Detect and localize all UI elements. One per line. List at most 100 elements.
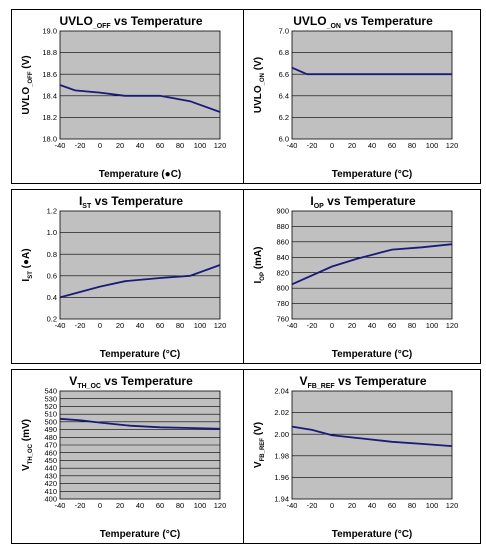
x-tick-label: 20 bbox=[116, 321, 124, 330]
y-tick-label: 1.98 bbox=[274, 451, 289, 460]
series-line bbox=[291, 66, 452, 76]
y-tick-label: 2.02 bbox=[274, 408, 289, 417]
chart-title: UVLO_ON vs Temperature bbox=[293, 14, 433, 30]
y-tick-label: 0.4 bbox=[47, 293, 57, 302]
chart-uvlo-off: UVLO_OFF vs Temperature 18.0 18.2 18.4 18.6 1… bbox=[11, 9, 249, 184]
y-tick-label: 0.2 bbox=[47, 315, 57, 324]
y-axis-label: VFB_REF (V) bbox=[253, 422, 266, 468]
chart-svg: IST vs Temperature 0.2 0.4 0.6 0.8 1.0 1.2 -40-… bbox=[21, 194, 227, 360]
x-tick-label: -40 bbox=[287, 321, 298, 330]
y-tick-label: 19.0 bbox=[42, 27, 57, 36]
x-tick-label: 20 bbox=[348, 501, 356, 510]
series-line bbox=[59, 264, 221, 299]
plot-area bbox=[59, 30, 221, 140]
y-tick-label: 6.4 bbox=[279, 91, 289, 100]
y-tick-label: 800 bbox=[276, 284, 289, 293]
series-line bbox=[291, 425, 453, 447]
x-tick-label: 120 bbox=[214, 501, 227, 510]
x-tick-label: 0 bbox=[330, 501, 334, 510]
x-tick-label: -40 bbox=[55, 501, 66, 510]
x-tick-label: 80 bbox=[408, 501, 416, 510]
x-tick-label: 40 bbox=[136, 141, 144, 150]
y-tick-label: 430 bbox=[44, 471, 57, 480]
y-tick-label: 520 bbox=[44, 402, 57, 411]
y-tick-label: 6.6 bbox=[279, 70, 289, 79]
plot-area bbox=[59, 210, 221, 320]
y-tick-label: 470 bbox=[44, 441, 57, 450]
chart-uvlo-on: UVLO_ON vs Temperature 6.0 6.2 6.4 6.6 6.8 7.0… bbox=[243, 9, 481, 184]
chart-svg: VFB_REF vs Temperature 1.94 1.96 1.98 2.00 2.… bbox=[253, 374, 459, 540]
y-axis-label: IOP (mA) bbox=[253, 246, 266, 283]
x-tick-label: 120 bbox=[214, 321, 227, 330]
chart-vfb-ref: VFB_REF vs Temperature 1.94 1.96 1.98 2.00 2.… bbox=[243, 369, 481, 544]
plot-area bbox=[291, 210, 453, 320]
x-axis-label: Temperature (°C) bbox=[332, 349, 413, 360]
y-tick-label: 2.00 bbox=[274, 430, 289, 439]
y-tick-label: 780 bbox=[276, 299, 289, 308]
x-tick-label: 40 bbox=[136, 321, 144, 330]
y-axis-label: VTH_OC (mV) bbox=[21, 419, 34, 471]
x-axis-label: Temperature (●C) bbox=[99, 169, 182, 180]
x-tick-label: -20 bbox=[75, 501, 86, 510]
chart-title: VFB_REF vs Temperature bbox=[299, 374, 426, 390]
x-tick-label: 120 bbox=[446, 501, 459, 510]
y-tick-label: 18.0 bbox=[42, 135, 57, 144]
x-tick-label: 60 bbox=[388, 501, 396, 510]
x-tick-label: 0 bbox=[98, 141, 102, 150]
y-tick-label: 860 bbox=[276, 237, 289, 246]
y-axis-label: UVLO_ON (V) bbox=[253, 57, 266, 113]
x-axis-label: Temperature (°C) bbox=[332, 529, 413, 540]
x-tick-label: 60 bbox=[156, 141, 164, 150]
y-axis-label: IST (●A) bbox=[21, 248, 34, 281]
chart-svg: IOP vs Temperature7607808008208408608809… bbox=[253, 194, 458, 360]
x-tick-label: 0 bbox=[330, 141, 334, 150]
x-tick-label: 40 bbox=[368, 321, 376, 330]
x-tick-label: -20 bbox=[307, 501, 318, 510]
x-tick-label: -20 bbox=[75, 141, 86, 150]
chart-vth-oc: VTH_OC vs Temperature 400 410 420 430 440 450 4… bbox=[11, 369, 249, 544]
x-tick-label: -40 bbox=[55, 321, 66, 330]
x-tick-label: 80 bbox=[176, 321, 184, 330]
series-line bbox=[59, 84, 221, 113]
x-tick-label: 0 bbox=[98, 501, 102, 510]
x-tick-label: -20 bbox=[307, 141, 318, 150]
y-tick-label: 1.2 bbox=[47, 207, 57, 216]
x-tick-label: 100 bbox=[426, 501, 439, 510]
y-tick-label: 500 bbox=[44, 417, 57, 426]
x-tick-label: 40 bbox=[136, 501, 144, 510]
x-tick-label: 120 bbox=[214, 141, 227, 150]
x-tick-label: 80 bbox=[176, 501, 184, 510]
y-tick-label: 900 bbox=[276, 207, 289, 216]
chart-title: IST vs Temperature bbox=[79, 194, 183, 210]
y-tick-label: 440 bbox=[44, 464, 57, 473]
x-axis-label: Temperature (°C) bbox=[332, 169, 413, 180]
x-tick-label: 100 bbox=[194, 321, 207, 330]
x-tick-label: 20 bbox=[348, 141, 356, 150]
plot-area bbox=[291, 30, 453, 140]
x-tick-label: -40 bbox=[287, 501, 298, 510]
chart-ist: IST vs Temperature 0.2 0.4 0.6 0.8 1.0 1.2 -40-… bbox=[11, 189, 249, 364]
x-tick-label: -20 bbox=[75, 321, 86, 330]
y-tick-label: 6.0 bbox=[279, 135, 289, 144]
y-tick-label: 420 bbox=[44, 479, 57, 488]
y-tick-label: 18.8 bbox=[42, 48, 57, 57]
x-tick-label: 100 bbox=[426, 141, 439, 150]
y-tick-label: 880 bbox=[276, 222, 289, 231]
y-tick-label: 0.8 bbox=[47, 250, 57, 259]
x-tick-label: 40 bbox=[368, 501, 376, 510]
x-tick-label: -40 bbox=[55, 141, 66, 150]
y-tick-label: 18.6 bbox=[42, 70, 57, 79]
chart-svg: UVLO_ON vs Temperature 6.0 6.2 6.4 6.6 6.8 7.0… bbox=[253, 14, 458, 180]
y-tick-label: 760 bbox=[276, 315, 289, 324]
y-tick-label: 1.0 bbox=[47, 228, 57, 237]
y-tick-label: 540 bbox=[44, 387, 57, 396]
x-tick-label: 60 bbox=[388, 321, 396, 330]
x-tick-label: 80 bbox=[408, 141, 416, 150]
series-line bbox=[59, 417, 221, 430]
y-tick-label: 0.6 bbox=[47, 271, 57, 280]
x-tick-label: 80 bbox=[176, 141, 184, 150]
y-tick-label: 2.04 bbox=[274, 387, 289, 396]
x-tick-label: 60 bbox=[156, 321, 164, 330]
x-tick-label: 20 bbox=[116, 501, 124, 510]
x-tick-label: 0 bbox=[330, 321, 334, 330]
